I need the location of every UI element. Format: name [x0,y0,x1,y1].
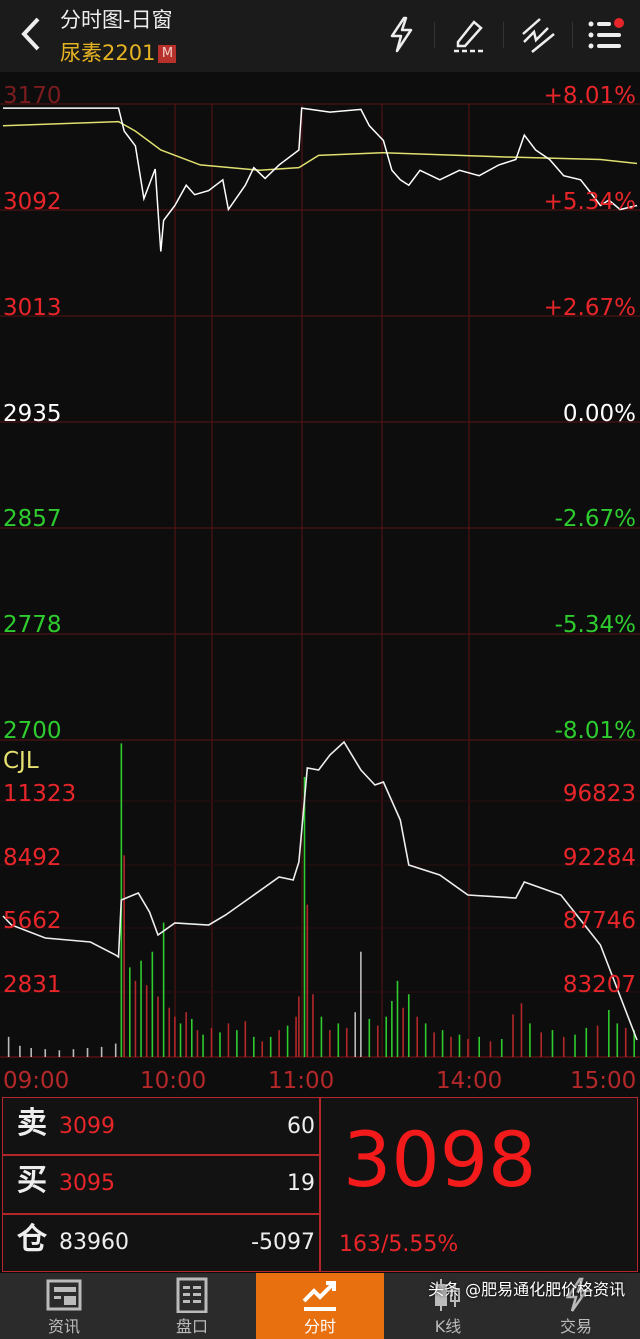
bid-volume: 19 [287,1171,315,1196]
volume-title: CJL [3,748,39,774]
time-tick-label: 14:00 [436,1068,503,1094]
percent-tick-label: +8.01% [543,83,636,109]
intraday-chart[interactable] [0,72,640,1095]
price-tick-label: 3013 [3,295,62,321]
tab-intraday[interactable]: 分时 [256,1273,384,1339]
tab-label: 分时 [303,1317,336,1336]
percent-tick-label: 0.00% [562,401,636,427]
main-contract-badge: M [158,45,177,63]
price-tick-label: 3092 [3,189,62,215]
lightning-icon[interactable] [382,14,422,54]
open-interest-tick-label: 96823 [562,781,636,807]
oi-label: 仓 [17,1222,47,1257]
divider [503,22,504,48]
price-tick-label: 2935 [3,401,62,427]
volume-tick-label: 5662 [3,908,62,934]
volume-tick-label: 2831 [3,972,62,998]
percent-tick-label: -8.01% [554,718,636,744]
bid-row: 买 3095 19 [2,1155,320,1214]
tab-label: K线 [434,1317,462,1336]
news-icon [46,1279,82,1311]
watermark: 头条 @肥易通化肥价格资讯 [428,1280,626,1299]
time-tick-label: 09:00 [3,1068,70,1094]
percent-tick-label: -5.34% [554,612,636,638]
price-change: 163/5.55% [339,1232,459,1257]
average-price-line [2,120,638,172]
last-price: 3098 [343,1115,537,1204]
ask-price: 3099 [59,1114,115,1139]
tab-label: 盘口 [175,1317,208,1336]
quote-panel: 卖 3099 60 买 3095 19 仓 83960 -5097 3098 1… [0,1095,640,1273]
ask-volume: 60 [287,1114,315,1139]
price-tick-label: 2778 [3,612,62,638]
bottom-nav: 资讯 盘口 分时 K线 交易 [0,1273,640,1339]
open-interest-tick-label: 83207 [562,972,636,998]
header: 分时图-日窗 尿素2201 M [0,0,640,72]
pencil-icon[interactable] [450,14,490,54]
tab-label: 交易 [559,1317,592,1336]
price-tick-label: 2857 [3,506,62,532]
divider [434,22,435,48]
volume-tick-label: 8492 [3,845,62,871]
bid-price: 3095 [59,1171,115,1196]
sell-label: 卖 [17,1106,47,1141]
time-tick-label: 10:00 [140,1068,207,1094]
menu-list-icon[interactable] [586,14,626,54]
symbol-name: 尿素2201 M [60,37,177,67]
open-interest-row: 仓 83960 -5097 [2,1214,320,1272]
open-interest-change: -5097 [251,1230,315,1255]
tab-news[interactable]: 资讯 [0,1273,128,1339]
percent-tick-label: +5.34% [543,189,636,215]
open-interest-line [2,740,638,1041]
order-book-icon [176,1277,208,1313]
tab-order-book[interactable]: 盘口 [128,1273,256,1339]
page-title: 分时图-日窗 [60,8,173,32]
divider [572,22,573,48]
price-tick-label: 3170 [3,83,62,109]
back-icon[interactable] [14,14,48,54]
price-line [3,107,638,252]
symbol-label: 尿素2201 [60,41,156,65]
time-tick-label: 11:00 [268,1068,335,1094]
price-tick-label: 2700 [3,718,62,744]
trade-lightning-icon [565,1277,589,1312]
candlestick-icon [435,1279,460,1311]
draw-line-icon[interactable] [518,14,558,54]
volume-tick-label: 11323 [3,781,77,807]
last-price-box: 3098 163/5.55% [320,1097,638,1272]
open-interest-tick-label: 92284 [562,845,636,871]
open-interest-value: 83960 [59,1230,129,1255]
intraday-chart-icon [302,1281,336,1311]
tab-label: 资讯 [47,1317,80,1336]
buy-label: 买 [17,1163,47,1198]
tab-trade[interactable]: 交易 [512,1273,640,1339]
time-tick-label: 15:00 [570,1068,637,1094]
percent-tick-label: +2.67% [543,295,636,321]
tab-kline[interactable]: K线 [384,1273,512,1339]
percent-tick-label: -2.67% [554,506,636,532]
ask-row: 卖 3099 60 [2,1097,320,1155]
open-interest-tick-label: 87746 [562,908,636,934]
